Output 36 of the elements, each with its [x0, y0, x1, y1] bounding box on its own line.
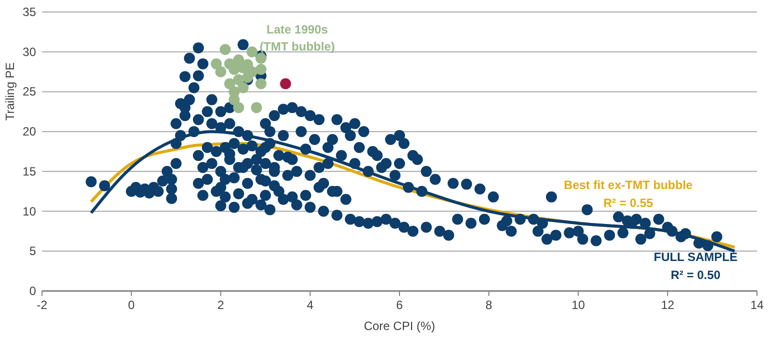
x-tick-label: 4: [306, 298, 314, 312]
series-label: Late 1990s (TMT bubble): [260, 22, 335, 54]
y-tick-label: 35: [22, 5, 36, 19]
point: [255, 52, 266, 64]
y-tick-label: 10: [22, 204, 36, 218]
point: [215, 66, 226, 78]
x-tick-label: 10: [572, 298, 586, 312]
y-tick-label: 25: [22, 84, 36, 99]
point: [233, 102, 244, 114]
point: [255, 64, 266, 75]
point: [246, 46, 258, 58]
point: [255, 78, 266, 90]
series-label: Best fit ex-TMT bubble R² = 0.55: [564, 178, 693, 210]
x-axis-title: Core CPI (%): [364, 319, 436, 333]
point: [228, 94, 240, 106]
x-tick-label: 8: [486, 298, 493, 312]
x-tick-label: 12: [660, 298, 675, 312]
point: [210, 58, 222, 70]
point: [238, 82, 249, 94]
x-tick-label: 6: [396, 298, 404, 312]
point: [220, 44, 231, 55]
point: [251, 102, 262, 114]
y-tick-label: 30: [22, 44, 36, 59]
point: [224, 78, 236, 90]
x-tick-label: -2: [36, 298, 48, 312]
point: [228, 64, 240, 75]
x-tick-label: 14: [750, 298, 764, 312]
y-tick-label: 15: [22, 164, 36, 178]
y-axis-title: Trailing PE: [3, 62, 17, 121]
y-tick-label: 20: [22, 124, 36, 139]
y-tick-label: 0: [29, 284, 36, 298]
point: [280, 78, 292, 90]
x-tick-label: 2: [217, 298, 224, 312]
y-tick-label: 5: [29, 244, 36, 258]
x-tick-label: 0: [128, 298, 136, 312]
series-label: FULL SAMPLE R² = 0.50: [654, 250, 738, 282]
